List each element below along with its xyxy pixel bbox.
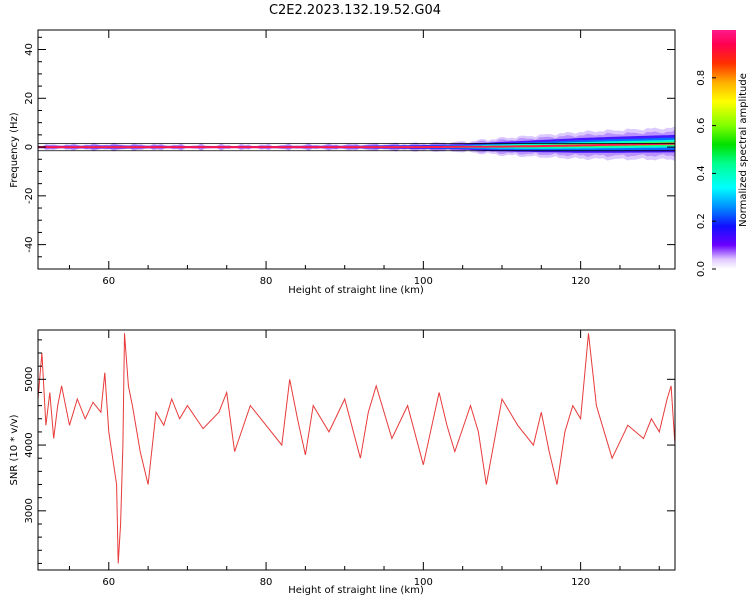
spectrogram-x-tick-label: 60 [102,276,115,287]
snr-ticks: 60 80 100 120 3000 4000 5000 [24,330,675,588]
spectrogram-x-tick-label: 80 [260,276,273,287]
colorbar-ticks: 0.0 0.2 0.4 0.6 0.8 [696,70,716,277]
spectrogram-x-tick-label: 120 [571,276,590,287]
snr-y-tick-label: 5000 [24,367,35,392]
spectrogram-frame [37,29,676,270]
spectrogram-x-tick-label: 100 [414,276,433,287]
snr-x-tick-label: 100 [414,577,433,588]
spectrogram-y-axis-label: Frequency (Hz) [9,112,20,188]
spectrogram-y-tick-label: -40 [24,236,35,252]
colorbar-tick-label: 0.0 [696,261,707,277]
snr-frame [37,329,676,571]
colorbar-tick-label: 0.4 [696,165,707,181]
snr-x-tick-label: 60 [102,577,115,588]
colorbar-tick-label: 0.2 [696,213,707,229]
snr-y-tick-label: 4000 [24,432,35,457]
spectrogram-y-tick-label: 40 [24,43,35,56]
spectrogram-marks [38,126,676,161]
colorbar-label: Normalized spectral amplitude [738,73,749,227]
spectrogram-band-0 [38,126,675,161]
snr-y-axis-label: SNR (10 * v/v) [9,414,20,485]
spectrogram-panel: 60 80 100 120 -40 -20 0 20 40 Height of straight… [9,29,676,296]
snr-panel: 60 80 100 120 3000 4000 5000 Height of straigh… [9,329,676,596]
colorbar-tick-label: 0.8 [696,70,707,86]
spectrogram-ticks: 60 80 100 120 -40 -20 0 20 40 [24,30,675,287]
snr-marks [37,333,676,564]
snr-series-line [37,333,676,564]
colorbar: 0.0 0.2 0.4 0.6 0.8 Normalized spectral ampl… [696,30,749,277]
spectrogram-x-axis-label: Height of straight line (km) [288,285,424,296]
spectrogram-y-tick-label: 20 [24,92,35,105]
spectrogram-y-tick-label: 0 [24,144,35,150]
spectrogram-y-tick-label: -20 [24,188,35,204]
snr-plot-area [38,330,675,570]
snr-x-tick-label: 120 [571,577,590,588]
spectrogram-peak-line [38,142,676,149]
snr-x-tick-label: 80 [260,577,273,588]
colorbar-tick-label: 0.6 [696,118,707,134]
figure-title: C2E2.2023.132.19.52.G04 [269,3,441,18]
snr-y-tick-label: 3000 [24,498,35,523]
snr-x-axis-label: Height of straight line (km) [288,585,424,596]
colorbar-gradient [712,30,736,269]
